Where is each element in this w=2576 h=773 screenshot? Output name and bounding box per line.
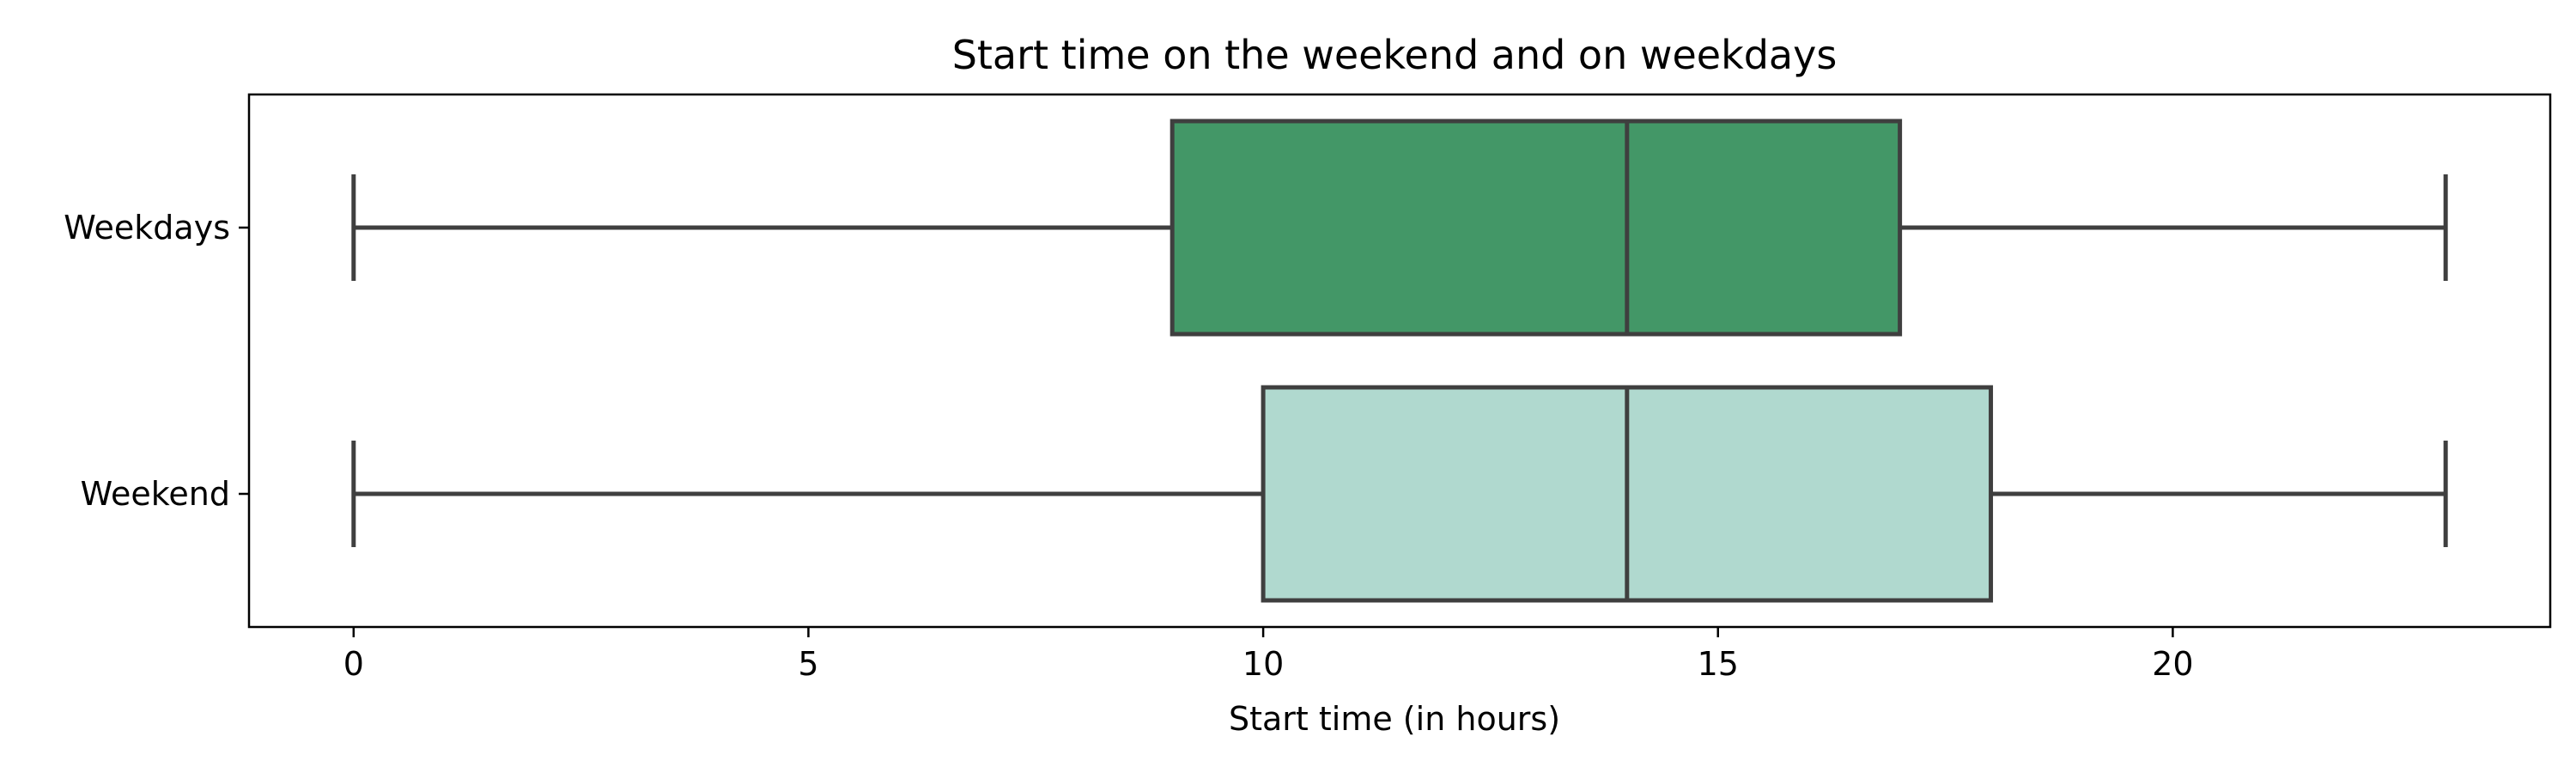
y-tick-label-weekdays: Weekdays [64,209,230,247]
box-weekdays [351,119,2448,337]
box-weekend [351,385,2448,603]
x-tick-label-20: 20 [2152,645,2193,683]
y-axis: Weekdays Weekend [64,209,249,513]
x-axis-label: Start time (in hours) [1229,700,1560,738]
x-tick-label-0: 0 [343,645,364,683]
iqr-box-weekdays [1170,119,1903,337]
x-axis: 0 5 10 15 20 [343,627,2194,683]
x-tick-label-15: 15 [1698,645,1739,683]
x-tick-label-5: 5 [798,645,818,683]
y-tick-label-weekend: Weekend [81,475,230,513]
plot-frame [247,93,2552,629]
chart-title: Start time on the weekend and on weekday… [952,32,1838,78]
x-tick-label-10: 10 [1242,645,1284,683]
plot-area [351,119,2448,603]
